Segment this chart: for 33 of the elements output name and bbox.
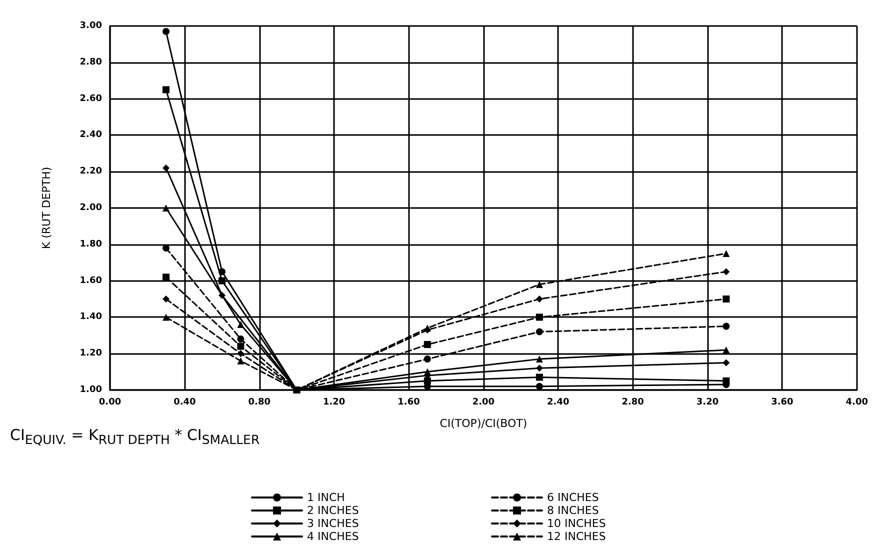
x-tick-label: 1.20 [322,398,346,408]
x-tick-label: 4.00 [846,398,868,408]
legend-label: 2 INCHES [307,504,359,517]
x-tick-label: 2.40 [547,398,570,408]
x-tick-label: 1.60 [398,398,420,408]
x-tick-label: 0.00 [98,398,122,408]
y-tick-label: 2.80 [80,57,102,68]
y-tick-label: 2.60 [80,94,102,104]
y-tick-label: 1.80 [80,239,102,250]
y-tick-label: 3.00 [80,21,102,31]
legend-label: 3 INCHES [307,517,359,530]
x-tick-label: 2.80 [622,398,644,408]
y-tick-label: 2.40 [80,130,102,140]
x-tick-label: 0.40 [174,398,196,408]
y-tick-label: 1.60 [80,276,102,286]
y-tick-label: 1.40 [80,312,102,322]
legend-label: 12 INCHES [547,530,606,543]
legend-label: 10 INCHES [547,517,606,530]
legend-label: 6 INCHES [547,491,599,504]
x-tick-label: 2.00 [472,398,495,408]
text: CI$_{EQUIV.}$ = K$_{RUT DEPTH}$ * CI$_{SMALLER}$ [10,426,260,447]
y-tick-label: 2.00 [80,203,102,213]
y-tick-label: 1.00 [80,385,102,395]
y-axis-title: K (RUT DEPTH) [40,166,53,250]
legend-label: 8 INCHES [547,504,599,517]
y-tick-label: 2.20 [80,166,102,177]
legend-label: 1 INCH [307,491,345,504]
x-axis-title: CI(TOP)/CI(BOT) [440,417,528,430]
x-tick-label: 3.20 [696,398,719,408]
x-tick-label: 3.60 [771,398,794,408]
y-tick-label: 1.20 [80,348,102,359]
legend-label: 4 INCHES [307,530,359,543]
x-tick-label: 0.80 [248,398,270,408]
